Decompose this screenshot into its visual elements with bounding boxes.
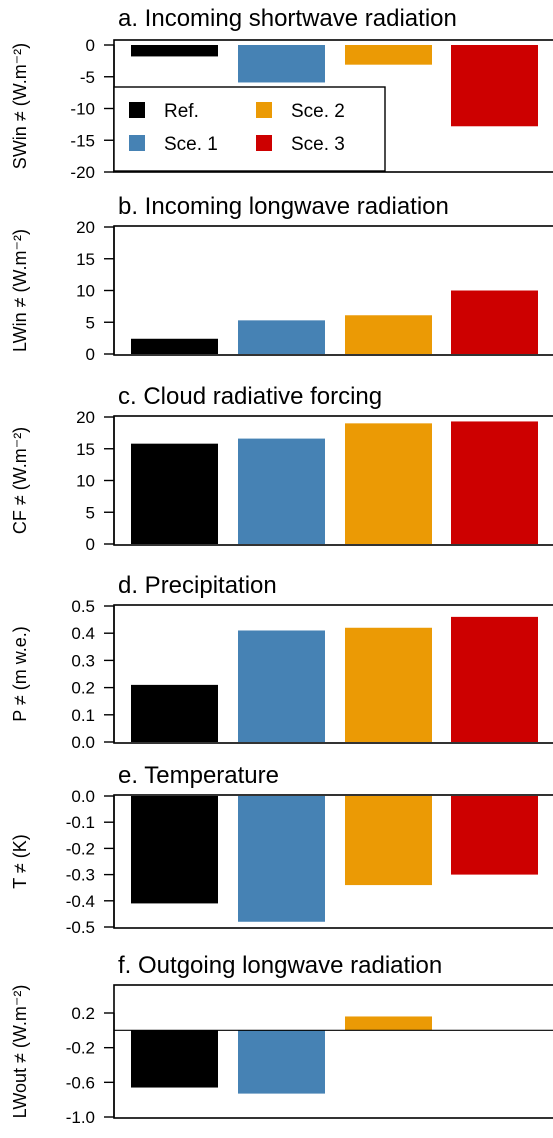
panel-c: c. Cloud radiative forcing 0 5 10 15 20 CF ≠ (…	[10, 383, 553, 554]
y-axis-label: LWin ≠ (W.m⁻²)	[10, 229, 30, 352]
legend-swatch	[256, 135, 272, 151]
y-axis-label: LWout ≠ (W.m⁻²)	[10, 985, 30, 1119]
legend-swatch	[256, 102, 272, 118]
bar-sce-2	[345, 315, 432, 354]
bar-sce-1	[238, 438, 325, 544]
panel-a: a. Incoming shortwave radiation 0 -5 -10 -15…	[10, 5, 553, 182]
y-tick-label: -0.4	[66, 892, 95, 911]
y-tick-label: 0	[86, 535, 95, 554]
legend-box	[113, 86, 386, 172]
legend: Ref. Sce. 1 Sce. 2 Sce. 3	[113, 86, 386, 172]
y-tick-label: 0.2	[71, 1004, 95, 1023]
y-tick-label: -5	[80, 68, 95, 87]
y-tick-label: 0	[86, 345, 95, 364]
y-axis-label: SWin ≠ (W.m⁻²)	[10, 43, 30, 169]
legend-swatch	[129, 102, 145, 118]
y-tick-label: 0.3	[71, 651, 95, 670]
y-tick-label: -0.5	[66, 918, 95, 937]
bar-sce-3	[451, 796, 538, 875]
y-tick-label: 0.2	[71, 679, 95, 698]
panel-e: e. Temperature 0.0 -0.1 -0.2 -0.3 -0.4 -0.5 T ≠…	[10, 762, 553, 937]
y-tick-label: 20	[76, 408, 95, 427]
bar-sce-1	[238, 45, 325, 83]
bar-sce-3	[451, 616, 538, 742]
bar-sce-3	[451, 45, 538, 127]
y-tick-label: 15	[76, 440, 95, 459]
bar-sce-3	[451, 421, 538, 544]
bar-sce-3	[451, 290, 538, 354]
legend-label: Sce. 2	[291, 101, 345, 122]
y-tick-label: 15	[76, 250, 95, 269]
y-tick-label: 0.5	[71, 597, 95, 616]
legend-label: Ref.	[164, 101, 199, 122]
bar-ref	[131, 338, 218, 354]
y-tick-label: 20	[76, 218, 95, 237]
bar-ref	[131, 796, 218, 904]
y-tick-label: 5	[86, 503, 95, 522]
bar-sce-1	[238, 320, 325, 354]
y-tick-label: -0.2	[66, 1039, 95, 1058]
legend-swatch	[129, 135, 145, 151]
y-tick-label: 5	[86, 313, 95, 332]
bar-sce-2	[345, 627, 432, 742]
y-tick-label: 0.1	[71, 706, 95, 725]
y-tick-label: -15	[70, 131, 95, 150]
bar-ref	[131, 1030, 218, 1088]
y-tick-label: -10	[70, 100, 95, 119]
bar-sce-1	[238, 1030, 325, 1094]
y-tick-label: -0.3	[66, 866, 95, 885]
legend-label: Sce. 3	[291, 134, 345, 155]
y-tick-label: -0.1	[66, 813, 95, 832]
y-tick-label: 10	[76, 472, 95, 491]
y-tick-label: 10	[76, 282, 95, 301]
panel-title: a. Incoming shortwave radiation	[118, 5, 457, 32]
panel-title: e. Temperature	[118, 762, 279, 789]
y-axis-label: P ≠ (m w.e.)	[10, 626, 30, 722]
panel-title: c. Cloud radiative forcing	[118, 383, 382, 410]
bar-sce-2	[345, 45, 432, 65]
y-axis-label: CF ≠ (W.m⁻²)	[10, 427, 30, 534]
y-tick-label: -1.0	[66, 1108, 95, 1127]
bar-ref	[131, 45, 218, 57]
bar-ref	[131, 684, 218, 742]
y-axis-label: T ≠ (K)	[10, 834, 30, 889]
bar-sce-1	[238, 630, 325, 742]
panel-f: f. Outgoing longwave radiation 0.2 -0.2 -0.…	[10, 952, 553, 1127]
panel-b: b. Incoming longwave radiation 0 5 10 15 20 LW…	[10, 193, 553, 364]
y-tick-label: -0.2	[66, 839, 95, 858]
y-tick-label: -20	[70, 163, 95, 182]
y-tick-label: -0.6	[66, 1073, 95, 1092]
panel-d: d. Precipitation 0.0 0.1 0.2 0.3 0.4 0.5 P ≠ (m…	[10, 572, 553, 752]
y-tick-label: 0.4	[71, 624, 95, 643]
bar-sce-2	[345, 1016, 432, 1031]
y-tick-label: 0.0	[71, 787, 95, 806]
bar-sce-2	[345, 796, 432, 886]
y-tick-label: 0	[86, 36, 95, 55]
legend-label: Sce. 1	[164, 134, 218, 155]
bar-ref	[131, 443, 218, 544]
panel-title: d. Precipitation	[118, 572, 277, 599]
panel-title: f. Outgoing longwave radiation	[118, 952, 442, 979]
panel-title: b. Incoming longwave radiation	[118, 193, 449, 220]
bar-sce-1	[238, 796, 325, 922]
bar-sce-2	[345, 423, 432, 544]
y-tick-label: 0.0	[71, 733, 95, 752]
